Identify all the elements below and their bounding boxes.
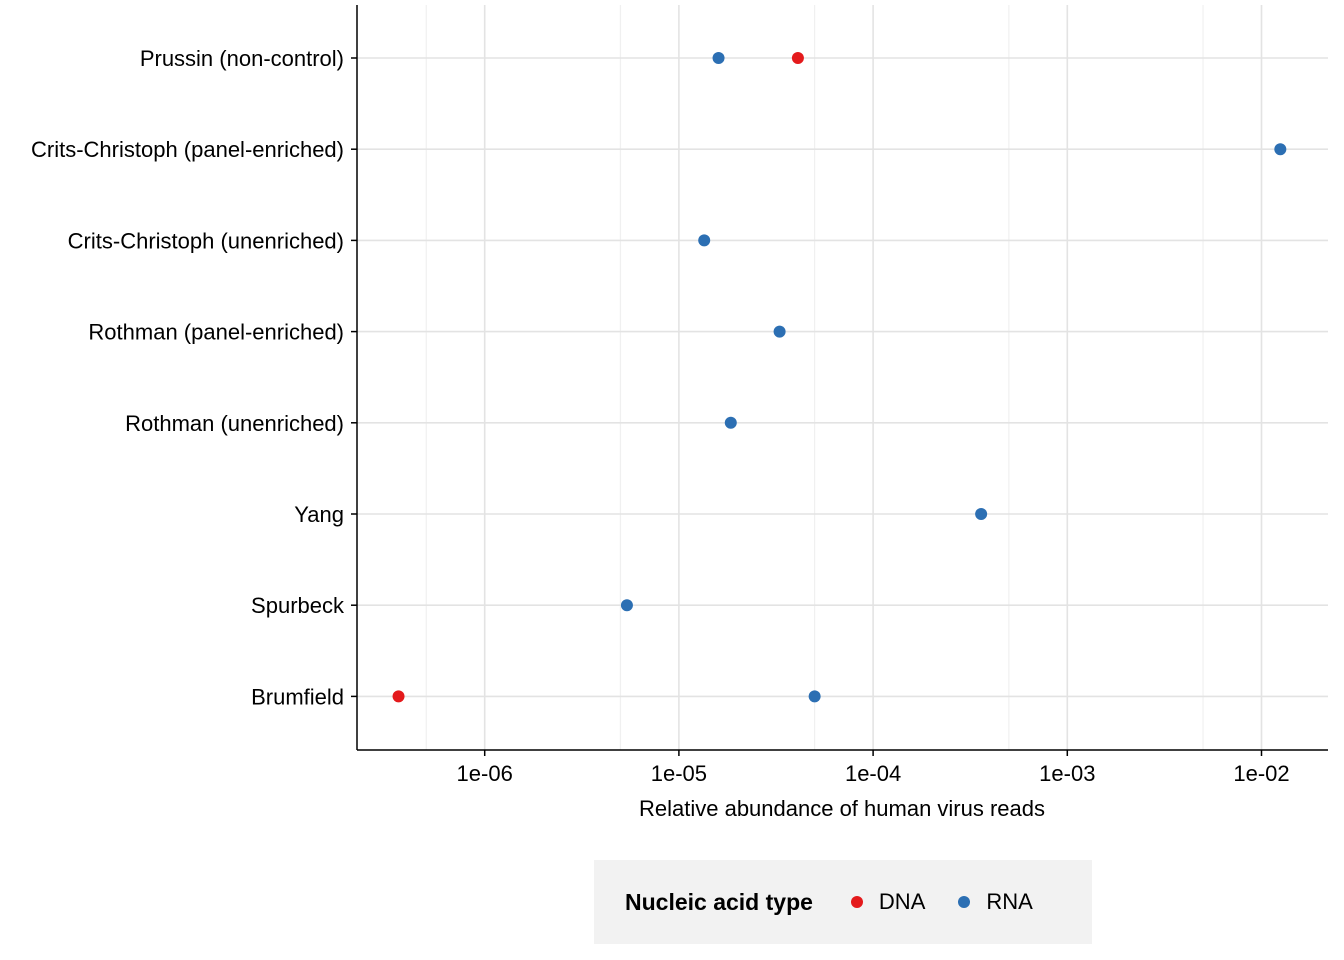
y-tick-label: Prussin (non-control) — [140, 46, 344, 71]
point-rna-crits-christoph-panel-enriched — [1274, 143, 1287, 156]
y-tick-label: Spurbeck — [251, 593, 345, 618]
legend-marker-rna — [958, 896, 971, 908]
x-tick-label: 1e-02 — [1233, 761, 1289, 786]
legend-marker-dna — [850, 896, 863, 908]
point-rna-rothman-unenriched — [724, 416, 737, 429]
y-tick-label: Rothman (unenriched) — [125, 411, 344, 436]
y-tick-label: Brumfield — [251, 684, 344, 709]
point-rna-spurbeck — [620, 599, 633, 612]
point-dna-prussin-non-control — [791, 52, 804, 64]
point-rna-brumfield — [808, 690, 821, 703]
point-dna-brumfield — [392, 690, 405, 703]
legend-title: Nucleic acid type — [625, 888, 813, 915]
axes: Prussin (non-control) Crits-Christoph (pa… — [31, 5, 1328, 786]
point-rna-yang — [975, 508, 988, 520]
x-tick-label: 1e-05 — [651, 761, 707, 786]
x-tick-label: 1e-04 — [845, 761, 901, 786]
x-tick-label: 1e-03 — [1039, 761, 1095, 786]
point-rna-crits-christoph-unenriched — [698, 234, 711, 247]
data-points — [392, 52, 1287, 703]
chart: Prussin (non-control) Crits-Christoph (pa… — [31, 5, 1328, 821]
point-rna-rothman-panel-enriched — [773, 325, 786, 338]
x-axis-title: Relative abundance of human virus reads — [639, 796, 1045, 821]
legend-item-dna: DNA — [850, 889, 926, 915]
point-rna-prussin-non-control — [712, 52, 725, 64]
legend-label-dna: DNA — [878, 889, 926, 914]
x-tick-label: 1e-06 — [457, 761, 513, 786]
y-tick-label: Yang — [294, 502, 344, 527]
y-tick-label: Rothman (panel-enriched) — [88, 320, 344, 345]
y-tick-label: Crits-Christoph (panel-enriched) — [31, 137, 344, 162]
y-tick-label: Crits-Christoph (unenriched) — [68, 228, 344, 253]
grid — [357, 5, 1328, 750]
legend: Nucleic acid type DNA RNA — [594, 860, 1092, 944]
legend-item-rna: RNA — [958, 889, 1033, 915]
legend-label-rna: RNA — [986, 889, 1033, 914]
